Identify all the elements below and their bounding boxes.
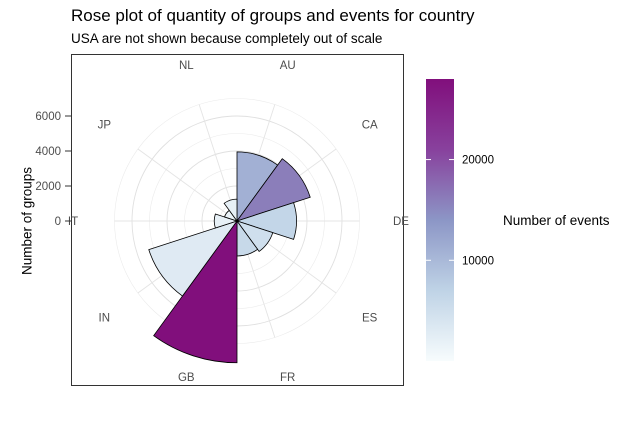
category-label-es: ES — [362, 312, 378, 324]
category-label-nl: NL — [179, 60, 194, 72]
chart-subtitle: USA are not shown because completely out… — [71, 31, 383, 46]
wedge-in — [148, 220, 239, 297]
category-label-in: IN — [99, 312, 111, 324]
wedge-gb — [153, 219, 238, 364]
category-label-ca: CA — [362, 120, 378, 132]
wedge-nl — [223, 198, 238, 223]
wedge-ca — [235, 158, 311, 222]
category-label-au: AU — [280, 60, 296, 72]
radial-tick-label: 4000 — [35, 146, 61, 158]
radial-tick-label: 2000 — [35, 181, 61, 193]
legend-colorbar — [426, 79, 454, 361]
legend-title: Number of events — [503, 213, 610, 228]
category-label-fr: FR — [280, 372, 295, 384]
wedge-it — [213, 213, 239, 229]
chart-title: Rose plot of quantity of groups and even… — [71, 6, 475, 25]
legend-tick-label: 20000 — [462, 155, 494, 167]
legend-tick-label: 10000 — [462, 255, 494, 267]
category-label-gb: GB — [178, 372, 195, 384]
category-label-de: DE — [393, 216, 409, 228]
wedge-de — [235, 202, 297, 240]
category-label-jp: JP — [98, 120, 112, 132]
wedge-es — [235, 220, 274, 252]
radial-tick-label: 0 — [55, 216, 61, 228]
wedge-layer — [148, 151, 311, 364]
category-label-it: IT — [68, 216, 78, 228]
grid-spoke — [137, 148, 238, 222]
radial-tick-label: 6000 — [35, 111, 61, 123]
label-layer: AU CA DE ES FR GB IN IT JP NL 0 2000 4000 6000 — [35, 60, 409, 384]
color-legend: 10000 20000 — [426, 79, 494, 361]
